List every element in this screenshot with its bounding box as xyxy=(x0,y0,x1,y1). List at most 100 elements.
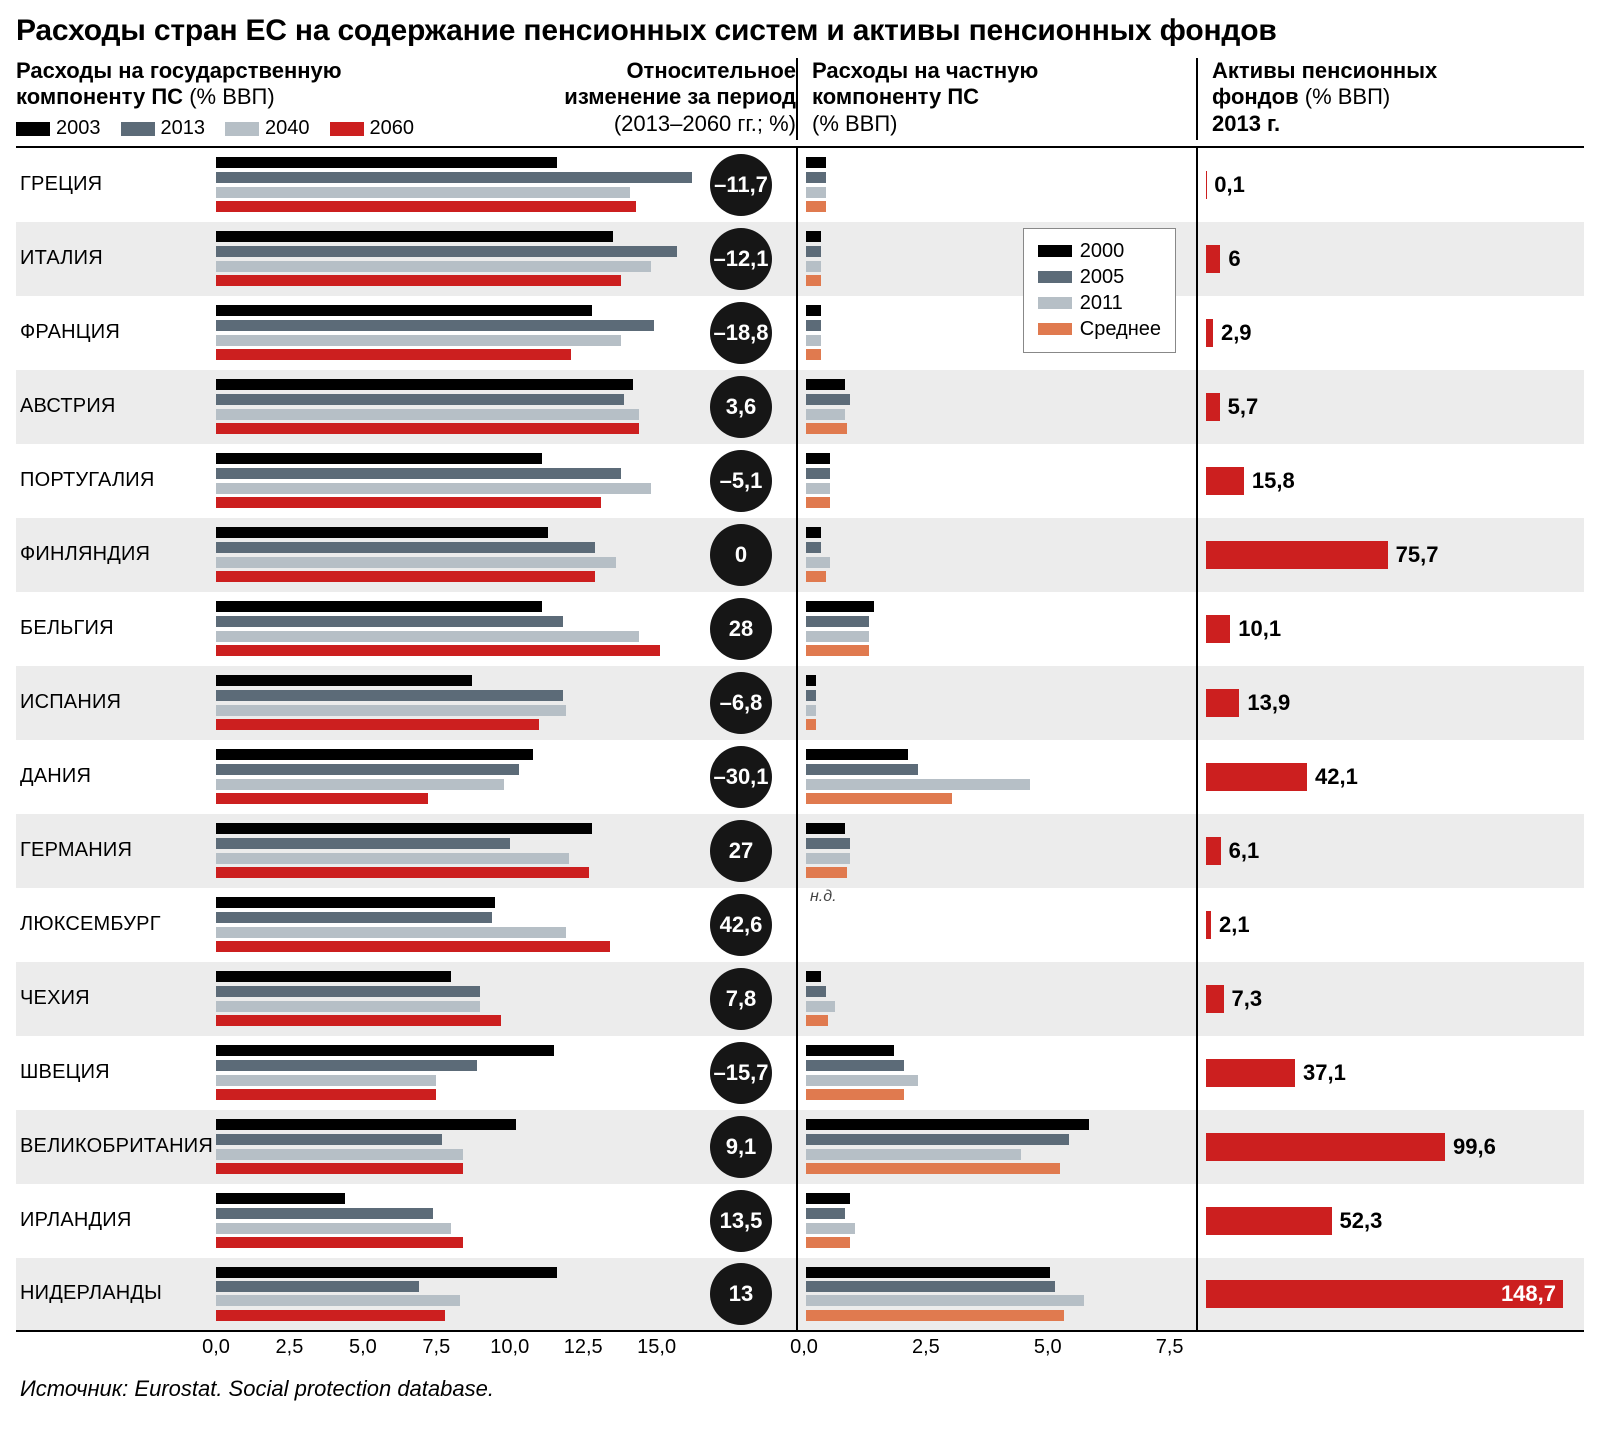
data-row: ИРЛАНДИЯ13,552,3 xyxy=(16,1184,1584,1258)
axis-tick: 5,0 xyxy=(1034,1336,1062,1359)
country-label: ФИНЛЯНДИЯ xyxy=(16,518,216,592)
assets-bar: 7,3 xyxy=(1196,962,1566,1036)
public-spend-bars xyxy=(216,1184,686,1258)
source-citation: Источник: Eurostat. Social protection da… xyxy=(16,1376,1584,1402)
public-spend-bars xyxy=(216,1036,686,1110)
data-row: ВЕЛИКОБРИТАНИЯ 9,1 99,6 xyxy=(16,1110,1584,1184)
change-circle: –30,1 xyxy=(686,740,796,814)
assets-bar: 75,7 xyxy=(1196,518,1566,592)
private-spend-bars xyxy=(796,1036,1196,1110)
public-spend-bars xyxy=(216,814,686,888)
assets-value: 5,7 xyxy=(1228,394,1259,420)
country-label: ФРАНЦИЯ xyxy=(16,296,216,370)
legend-item: 2040 xyxy=(225,117,310,140)
assets-value: 52,3 xyxy=(1340,1208,1383,1234)
assets-bar: 15,8 xyxy=(1196,444,1566,518)
public-spend-bars xyxy=(216,296,686,370)
country-label: ВЕЛИКОБРИТАНИЯ xyxy=(16,1110,216,1184)
country-label: ИСПАНИЯ xyxy=(16,666,216,740)
change-circle: –15,7 xyxy=(686,1036,796,1110)
assets-value: 6,1 xyxy=(1229,838,1260,864)
change-circle: –6,8 xyxy=(686,666,796,740)
assets-bar: 0,1 xyxy=(1196,148,1566,222)
chart-title: Расходы стран ЕС на содержание пенсионны… xyxy=(16,14,1584,48)
change-circle: –12,1 xyxy=(686,222,796,296)
country-label: ГРЕЦИЯ xyxy=(16,148,216,222)
change-circle: 3,6 xyxy=(686,370,796,444)
assets-value: 7,3 xyxy=(1232,986,1263,1012)
data-row: ЛЮКСЕМБУРГ42,6н.д.2,1 xyxy=(16,888,1584,962)
country-label: ПОРТУГАЛИЯ xyxy=(16,444,216,518)
change-header: Относительное изменение за период (2013–… xyxy=(564,58,796,140)
assets-value: 2,9 xyxy=(1221,320,1252,346)
column-headers: Расходы на государственную компоненту ПС… xyxy=(16,58,1584,148)
assets-value: 148,7 xyxy=(1501,1281,1556,1307)
private-spend-bars xyxy=(796,740,1196,814)
public-spend-bars xyxy=(216,444,686,518)
change-circle: 13 xyxy=(686,1258,796,1330)
private-spend-bars: 200020052011Среднее xyxy=(796,222,1196,296)
col1-header: Расходы на государственную компоненту ПС… xyxy=(16,58,414,111)
axis-tick: 7,5 xyxy=(1156,1336,1184,1359)
country-label: ГЕРМАНИЯ xyxy=(16,814,216,888)
axis-tick: 0,0 xyxy=(202,1336,230,1359)
col2-legend: 200020052011Среднее xyxy=(1023,228,1176,353)
data-row: ИТАЛИЯ–12,1200020052011Среднее6 xyxy=(16,222,1584,296)
data-row: ФРАНЦИЯ–18,82,9 xyxy=(16,296,1584,370)
assets-bar: 6 xyxy=(1196,222,1566,296)
axis-tick: 15,0 xyxy=(637,1336,676,1359)
assets-value: 2,1 xyxy=(1219,912,1250,938)
data-row: ПОРТУГАЛИЯ –5,1 15,8 xyxy=(16,444,1584,518)
data-row: АВСТРИЯ3,65,7 xyxy=(16,370,1584,444)
axis-tick: 2,5 xyxy=(912,1336,940,1359)
axis-tick: 0,0 xyxy=(790,1336,818,1359)
public-spend-bars xyxy=(216,962,686,1036)
public-spend-bars xyxy=(216,592,686,666)
assets-bar: 5,7 xyxy=(1196,370,1566,444)
assets-value: 6 xyxy=(1228,246,1240,272)
axis-tick: 7,5 xyxy=(422,1336,450,1359)
legend-item: 2013 xyxy=(121,117,206,140)
assets-value: 0,1 xyxy=(1214,172,1245,198)
change-circle: –5,1 xyxy=(686,444,796,518)
data-row: ЧЕХИЯ7,87,3 xyxy=(16,962,1584,1036)
data-row: ИСПАНИЯ–6,813,9 xyxy=(16,666,1584,740)
legend-item: 2060 xyxy=(330,117,415,140)
axis-tick: 10,0 xyxy=(490,1336,529,1359)
col1-legend: 2003201320402060 xyxy=(16,117,414,140)
col2-header: Расходы на частную компоненту ПС (% ВВП) xyxy=(812,58,1196,137)
assets-bar: 99,6 xyxy=(1196,1110,1566,1184)
country-label: ШВЕЦИЯ xyxy=(16,1036,216,1110)
private-spend-bars xyxy=(796,370,1196,444)
public-spend-bars xyxy=(216,1110,686,1184)
data-row: НИДЕРЛАНДЫ 13 148,7 xyxy=(16,1258,1584,1332)
public-spend-bars xyxy=(216,666,686,740)
assets-value: 75,7 xyxy=(1396,542,1439,568)
public-spend-bars xyxy=(216,518,686,592)
data-row: БЕЛЬГИЯ2810,1 xyxy=(16,592,1584,666)
assets-bar: 37,1 xyxy=(1196,1036,1566,1110)
private-spend-bars xyxy=(796,444,1196,518)
assets-value: 42,1 xyxy=(1315,764,1358,790)
change-circle: 9,1 xyxy=(686,1110,796,1184)
change-circle: 27 xyxy=(686,814,796,888)
col3-header: Активы пенсионных фондов (% ВВП) 2013 г. xyxy=(1212,58,1566,137)
assets-bar: 148,7 xyxy=(1196,1258,1566,1330)
axis-tick: 12,5 xyxy=(564,1336,603,1359)
private-spend-bars: н.д. xyxy=(796,888,1196,962)
country-label: ЛЮКСЕМБУРГ xyxy=(16,888,216,962)
private-spend-bars xyxy=(796,592,1196,666)
assets-bar: 52,3 xyxy=(1196,1184,1566,1258)
country-label: НИДЕРЛАНДЫ xyxy=(16,1258,216,1330)
axis-tick: 2,5 xyxy=(276,1336,304,1359)
public-spend-bars xyxy=(216,1258,686,1330)
assets-bar: 2,9 xyxy=(1196,296,1566,370)
public-spend-bars xyxy=(216,740,686,814)
no-data-label: н.д. xyxy=(810,888,837,906)
assets-value: 10,1 xyxy=(1238,616,1281,642)
assets-bar: 42,1 xyxy=(1196,740,1566,814)
public-spend-bars xyxy=(216,888,686,962)
country-label: БЕЛЬГИЯ xyxy=(16,592,216,666)
private-spend-bars xyxy=(796,518,1196,592)
assets-value: 15,8 xyxy=(1252,468,1295,494)
